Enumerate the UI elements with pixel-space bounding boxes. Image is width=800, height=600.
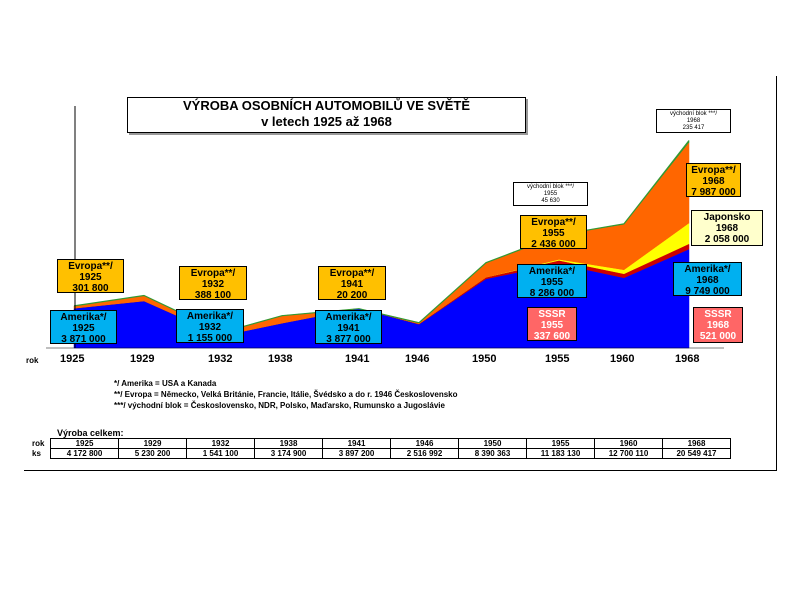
label-europa-1955: Evropa**/1955 2 436 000 — [520, 215, 587, 250]
title-line2: v letech 1925 až 1968 — [261, 114, 392, 129]
x-tick-label: 1925 — [60, 353, 85, 365]
label-europa-1932: Evropa**/1932 388 100 — [179, 266, 247, 301]
totals-year-cell: 1960 — [594, 438, 663, 449]
x-tick-label: 1960 — [610, 353, 635, 365]
x-tick-label: 1932 — [208, 353, 233, 365]
chart-slide: VÝROBA OSOBNÍCH AUTOMOBILŮ VE SVĚTĚ v le… — [24, 76, 777, 471]
totals-row-year-label: rok — [32, 439, 45, 448]
label-vychodni-blok-1968: východní blok ***/1968 235 417 — [656, 109, 731, 133]
footnote-vychodni-blok: ***/ východní blok = Československo, NDR… — [114, 401, 445, 410]
label-europa-1968: Evropa**/1968 7 987 000 — [686, 163, 741, 198]
totals-value-cell: 4 172 800 — [50, 448, 119, 459]
label-japonsko-1968: Japonsko 1968 2 058 000 — [691, 210, 763, 246]
totals-year-cell: 1925 — [50, 438, 119, 449]
totals-value-cell: 12 700 110 — [594, 448, 663, 459]
totals-row-ks-label: ks — [32, 449, 41, 458]
totals-value-cell: 5 230 200 — [118, 448, 187, 459]
totals-year-cell: 1932 — [186, 438, 255, 449]
label-europa-1941: Evropa**/1941 20 200 — [318, 266, 386, 301]
totals-value-cell: 2 516 992 — [390, 448, 459, 459]
totals-year-cell: 1946 — [390, 438, 459, 449]
label-amerika-1955: Amerika*/1955 8 286 000 — [517, 264, 587, 299]
x-axis-row-label: rok — [26, 356, 39, 365]
label-europa-1925: Evropa**/1925 301 800 — [57, 259, 124, 294]
totals-year-cell: 1968 — [662, 438, 731, 449]
label-amerika-1968: Amerika*/1968 9 749 000 — [673, 262, 742, 297]
label-amerika-1932: Amerika*/1932 1 155 000 — [176, 309, 244, 344]
totals-value-cell: 3 897 200 — [322, 448, 391, 459]
footnote-amerika: */ Amerika = USA a Kanada — [114, 379, 217, 388]
x-tick-label: 1968 — [675, 353, 700, 365]
label-amerika-1941: Amerika*/1941 3 877 000 — [315, 310, 382, 345]
totals-value-cell: 1 541 100 — [186, 448, 255, 459]
label-sssr-1955: SSSR 1955 337 600 — [527, 307, 577, 342]
totals-year-cell: 1955 — [526, 438, 595, 449]
totals-year-cell: 1929 — [118, 438, 187, 449]
x-tick-label: 1938 — [268, 353, 293, 365]
x-tick-label: 1941 — [345, 353, 370, 365]
footnote-evropa: **/ Evropa = Německo, Velká Británie, Fr… — [114, 390, 458, 399]
label-vychodni-blok-1955: východní blok ***/1955 45 630 — [513, 182, 588, 206]
totals-value-cell: 8 390 363 — [458, 448, 527, 459]
totals-title: Výroba celkem: — [57, 428, 124, 438]
totals-value-cell: 11 183 130 — [526, 448, 595, 459]
totals-year-cell: 1941 — [322, 438, 391, 449]
totals-table: rok 1925 1929 1932 1938 1941 1946 1950 1955 1960 1… — [30, 438, 731, 459]
label-sssr-1968: SSSR 1968 521 000 — [693, 307, 743, 343]
x-tick-label: 1950 — [472, 353, 497, 365]
x-tick-label: 1929 — [130, 353, 155, 365]
totals-year-cell: 1950 — [458, 438, 527, 449]
label-amerika-1925: Amerika*/1925 3 871 000 — [50, 310, 117, 345]
title-line1: VÝROBA OSOBNÍCH AUTOMOBILŮ VE SVĚTĚ — [183, 98, 470, 113]
footnotes: */ Amerika = USA a Kanada **/ Evropa = N… — [114, 378, 458, 411]
x-tick-label: 1955 — [545, 353, 570, 365]
totals-year-cell: 1938 — [254, 438, 323, 449]
x-tick-label: 1946 — [405, 353, 430, 365]
chart-title: VÝROBA OSOBNÍCH AUTOMOBILŮ VE SVĚTĚ v le… — [127, 97, 526, 133]
totals-value-cell: 3 174 900 — [254, 448, 323, 459]
totals-value-cell: 20 549 417 — [662, 448, 731, 459]
